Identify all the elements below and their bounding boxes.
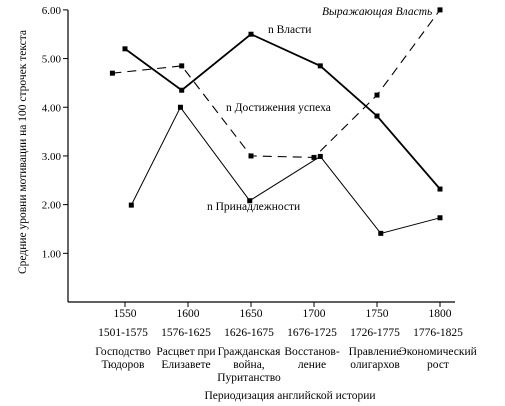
category-label: Восстанов- [284,346,340,358]
y-tick-label: 6.00 [42,5,62,17]
data-point-marker [109,70,115,76]
period-label: 1626-1675 [224,327,274,339]
series-lines [112,9,441,234]
category-label: Гражданская [218,346,281,358]
data-point-marker [317,153,323,159]
data-point-marker [179,87,185,93]
data-point-marker [437,215,443,221]
category-label: война, [233,359,265,371]
category-label: Пуританство [217,372,281,384]
series-line-0 [124,33,441,190]
data-point-marker [311,154,317,160]
y-axis-title: Средние уровни мотивации на 100 строчек … [17,30,29,274]
data-point-marker [317,63,323,69]
x-axis-title: Периодизация английской истории [204,390,375,402]
y-tick-label: 4.00 [42,102,62,114]
y-tick-label: 1.00 [42,248,62,260]
series-label-affiliation: n Принадлежности [207,201,300,213]
series-line-1 [112,9,441,158]
x-tick-label: 1600 [177,308,200,320]
data-point-marker [374,92,380,98]
y-axis-ticks: 6.00 5.00 4.00 3.00 2.00 1.00 [42,5,68,260]
x-tick-label: 1700 [303,308,326,320]
period-label: 1676-1725 [287,327,337,339]
x-tick-label: 1800 [429,308,452,320]
x-tick-label: 1650 [240,308,263,320]
period-label: 1726-1775 [350,327,400,339]
series-label-power: n Власти [268,24,311,36]
data-point-marker [248,31,254,37]
period-label: 1501-1575 [98,327,148,339]
data-point-marker [122,46,128,52]
category-label: Тюдоров [102,359,146,371]
category-label: Расцвет при [156,346,215,358]
category-label: рост [427,359,449,371]
series-labels: n Власти n Достижения успеха n Принадлеж… [207,6,432,213]
data-point-marker [437,7,443,13]
y-tick-label: 3.00 [42,151,62,163]
category-label: Господство [95,346,151,358]
data-point-marker [437,186,443,192]
series-markers [109,7,443,236]
data-point-marker [128,202,134,208]
data-point-marker [378,230,384,236]
category-label: ление [298,359,326,371]
y-tick-label: 2.00 [42,200,62,212]
series-line-2 [130,106,441,234]
axes [67,10,455,303]
category-label: Экономический [399,346,477,358]
y-tick-label: 5.00 [42,54,62,66]
category-label: Правление [349,346,402,358]
period-label: 1576-1625 [161,327,211,339]
category-label: олигархов [350,359,400,371]
x-tick-label: 1750 [366,308,389,320]
series-label-achievement: n Достижения успеха [226,102,331,114]
data-point-marker [177,104,183,110]
data-point-marker [179,63,185,69]
category-label: Елизавете [161,359,210,371]
annotation-power-expressing: Выражающая Власть [322,6,432,18]
data-point-marker [248,153,254,159]
period-label: 1776-1825 [413,327,463,339]
data-point-marker [247,198,253,204]
data-point-marker [374,113,380,119]
x-tick-label: 1550 [114,308,137,320]
